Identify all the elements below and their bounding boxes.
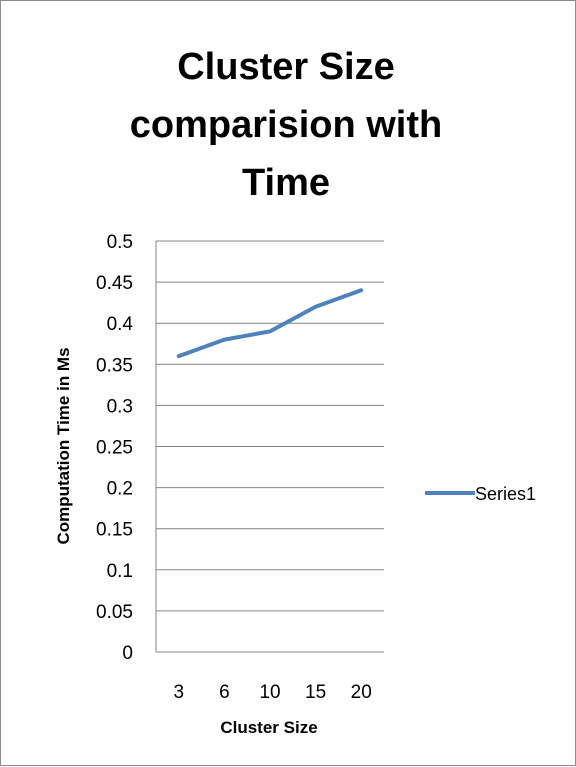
chart-title-line-3: Time [242, 162, 330, 204]
chart-title-line-1: Cluster Size [177, 46, 395, 88]
y-tick-label-0.3: 0.3 [107, 396, 133, 417]
y-tick-label-0.25: 0.25 [96, 438, 133, 459]
y-tick-label-0.45: 0.45 [96, 273, 133, 294]
x-tick-label-3: 3 [174, 682, 185, 703]
y-tick-label-0.5: 0.5 [107, 232, 133, 253]
y-tick-label-0.4: 0.4 [107, 314, 134, 335]
legend-label-series1: Series1 [475, 484, 536, 504]
x-tick-label-20: 20 [351, 682, 372, 703]
chart-title-line-2: comparision with [130, 104, 442, 146]
x-tick-label-15: 15 [305, 682, 326, 703]
y-tick-label-0.15: 0.15 [96, 520, 133, 541]
legend: Series1 [425, 484, 536, 504]
y-tick-label-0.1: 0.1 [107, 561, 133, 582]
y-axis-tick-labels: 0 0.05 0.1 0.15 0.2 0.25 0.3 0.35 0.4 0.45 0.5 [96, 232, 133, 664]
y-tick-label-0: 0 [122, 643, 133, 664]
x-tick-label-6: 6 [219, 682, 230, 703]
chart-title: Cluster Size comparision with Time [130, 46, 442, 204]
y-tick-label-0.35: 0.35 [96, 355, 133, 376]
x-axis-tick-labels: 3 6 10 15 20 [174, 682, 372, 703]
x-axis-title: Cluster Size [220, 718, 317, 737]
y-tick-label-0.2: 0.2 [107, 479, 133, 500]
y-axis-title: Computation Time in Ms [54, 347, 73, 544]
gridlines [156, 241, 384, 652]
x-tick-label-10: 10 [259, 682, 280, 703]
y-tick-label-0.05: 0.05 [96, 602, 133, 623]
